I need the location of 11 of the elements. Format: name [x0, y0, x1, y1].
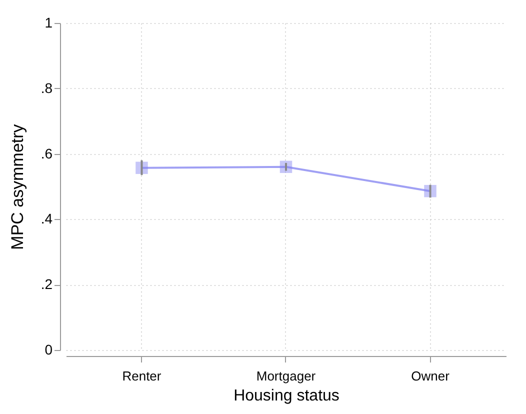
- y-tick-label: 1: [44, 14, 53, 30]
- y-tick-label: .4: [40, 210, 53, 227]
- x-axis-title: Housing status: [234, 388, 340, 404]
- y-axis-title: MPC asymmetry: [8, 124, 27, 250]
- y-tick-label: .6: [40, 145, 53, 162]
- y-tick-label: .2: [40, 276, 53, 292]
- x-tick-label: Owner: [411, 368, 450, 384]
- y-tick-label: 0: [44, 342, 53, 358]
- y-tick-label: .8: [40, 80, 53, 96]
- x-tick-label: Renter: [122, 368, 162, 384]
- x-tick-label: Mortgager: [256, 368, 316, 384]
